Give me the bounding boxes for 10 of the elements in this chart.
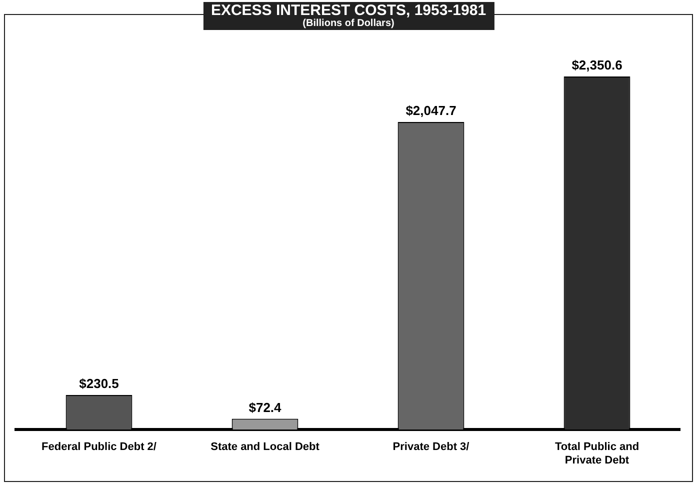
x-tick-label: Total Public and Private Debt [554, 441, 640, 466]
x-tick-label: Federal Public Debt 2/ [42, 441, 156, 454]
x-tick-label: Private Debt 3/ [392, 441, 470, 454]
data-label: $72.4 [248, 400, 282, 415]
chart-subtitle: (Billions of Dollars) [302, 18, 396, 30]
data-label: $2,350.6 [572, 58, 622, 73]
data-label: $2,047.7 [406, 103, 456, 118]
x-tick-label: State and Local Debt [210, 441, 320, 454]
data-label: $230.5 [79, 376, 119, 392]
chart-title: EXCESS INTEREST COSTS, 1953-1981 [210, 2, 486, 19]
